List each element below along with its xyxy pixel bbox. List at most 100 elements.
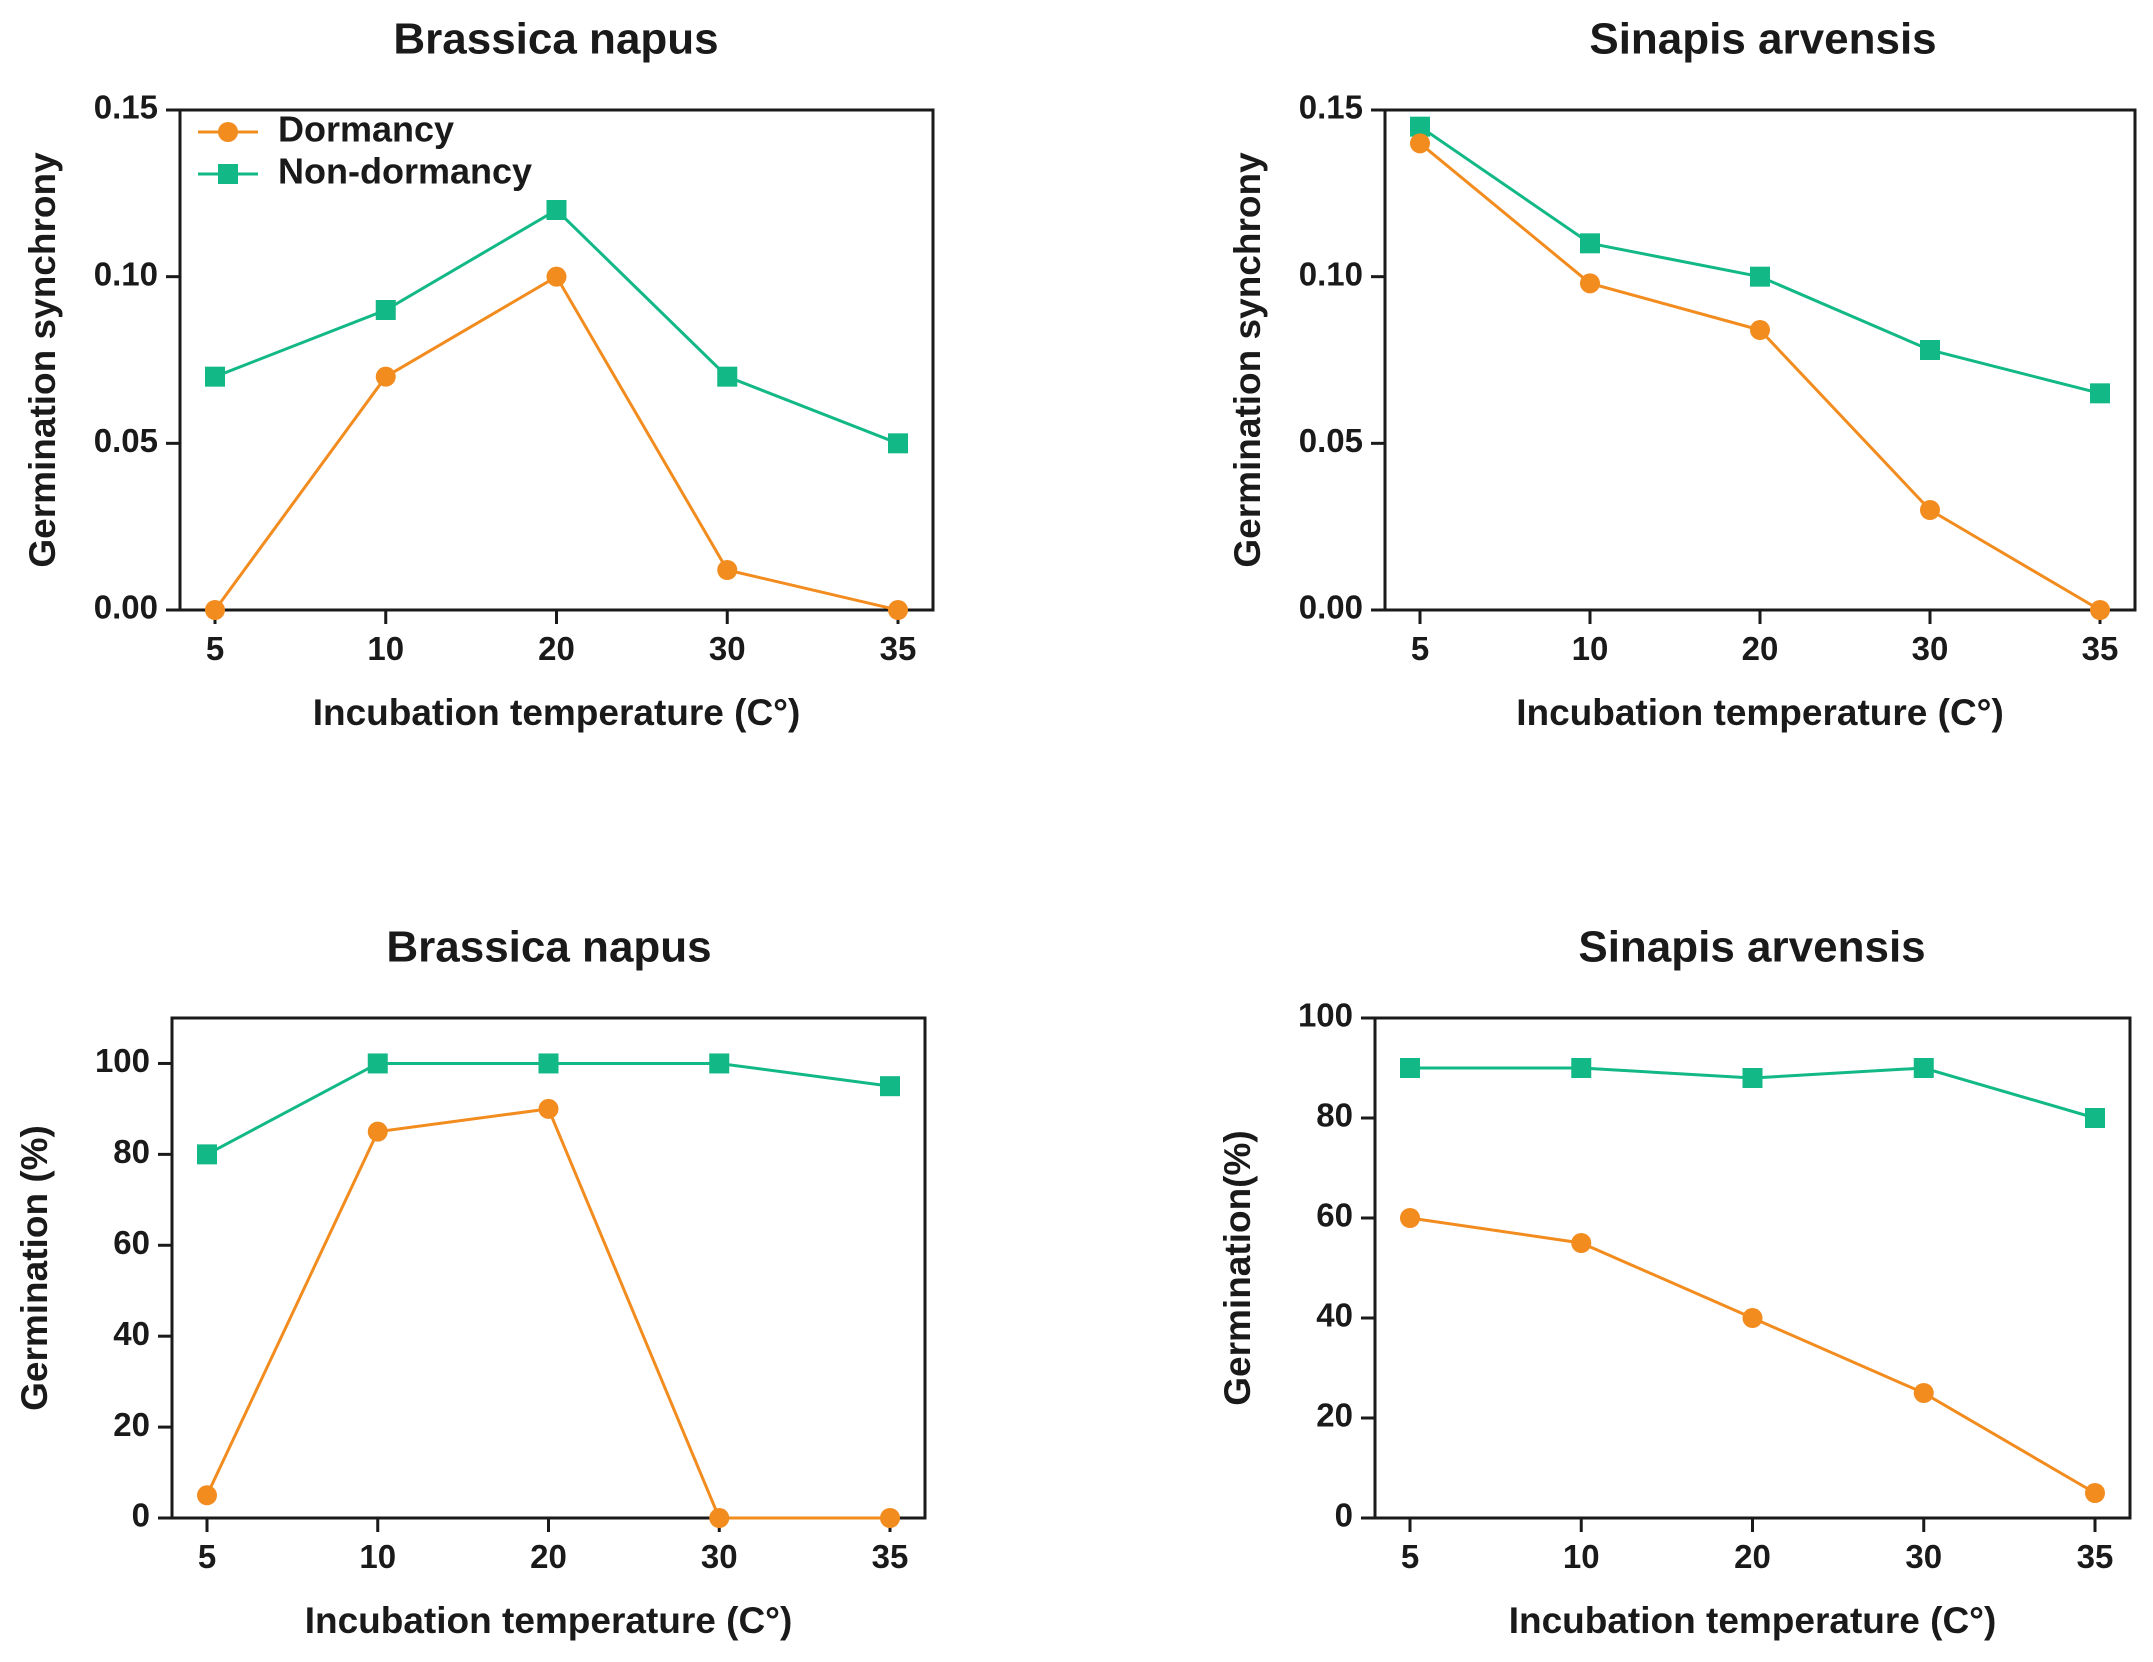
dormancy-point: [717, 560, 738, 580]
y-tick-label: 100: [95, 1042, 150, 1079]
dormancy-series-line: [1419, 142, 2101, 612]
y-axis-label: Germination (%): [14, 1125, 55, 1411]
non-dormancy-series-line: [1419, 125, 2101, 395]
y-tick-label: 0.00: [94, 589, 158, 626]
x-tick-label: 20: [1734, 1538, 1771, 1575]
dormancy-series-line: [213, 274, 899, 612]
non-dormancy-point: [717, 366, 738, 387]
chart-title: Brassica napus: [386, 923, 711, 972]
dormancy-point: [538, 1098, 559, 1119]
non-dormancy-point: [1580, 233, 1600, 254]
panel-top-left-brassica-synchrony: Brassica napus 5 10 20 30 35 0.00 0.05 0.10 0.15 I…: [22, 15, 935, 733]
non-dormancy-point: [1913, 1058, 1934, 1078]
dormancy-point: [546, 266, 567, 287]
non-dormancy-point: [1571, 1058, 1592, 1078]
x-tick-label: 5: [1401, 1538, 1419, 1575]
non-dormancy-point: [1750, 266, 1770, 287]
y-tick-label: 40: [113, 1315, 150, 1352]
x-tick-label: 20: [1742, 630, 1779, 667]
x-axis-label: Incubation temperature (C°): [1509, 1600, 1997, 1641]
dormancy-point: [1920, 500, 1940, 520]
x-tick-label: 5: [1411, 630, 1429, 667]
chart-title: Sinapis arvensis: [1578, 923, 1925, 972]
plot-frame: [1383, 108, 2137, 612]
y-tick-label: 0.05: [94, 422, 158, 459]
legend-marker-square: [218, 164, 238, 184]
x-tick-label: 5: [198, 1538, 216, 1575]
x-tick-label: 30: [1912, 630, 1949, 667]
y-tick-label: 0.15: [1299, 89, 1363, 126]
panel-bottom-right-sinapis-germination: Sinapis arvensis 5 10 20 30 35 0 20 40 60 80 100 Inc…: [1217, 923, 2132, 1641]
x-tick-label: 35: [880, 630, 917, 667]
non-dormancy-point: [375, 300, 396, 320]
dormancy-series-line: [205, 1107, 890, 1520]
non-dormancy-point: [888, 433, 908, 454]
y-tick-label: 80: [1316, 1097, 1353, 1134]
y-tick-label: 20: [113, 1406, 150, 1443]
plot-frame: [170, 1016, 927, 1520]
x-tick-label: 30: [701, 1538, 738, 1575]
x-axis-label: Incubation temperature (C°): [313, 692, 801, 733]
non-dormancy-series-line: [214, 208, 899, 445]
panel-bottom-left-brassica-germination: Brassica napus 5 10 20 30 35 0 20 40 60 80 100 Incub…: [14, 923, 927, 1641]
x-tick-label: 35: [2082, 630, 2119, 667]
y-tick-label: 0.05: [1299, 422, 1363, 459]
y-axis-label: Germination synchrony: [1227, 152, 1268, 568]
non-dormancy-point: [709, 1053, 730, 1074]
dormancy-point: [1750, 320, 1770, 340]
x-tick-label: 35: [2077, 1538, 2114, 1575]
legend-label-non-dormancy: Non-dormancy: [278, 151, 532, 192]
dormancy-point: [880, 1508, 900, 1528]
non-dormancy-point: [367, 1053, 388, 1074]
non-dormancy-point: [205, 366, 225, 387]
x-tick-label: 10: [367, 630, 404, 667]
non-dormancy-point: [1400, 1058, 1420, 1078]
y-tick-label: 0.10: [1299, 255, 1363, 292]
x-axis-label: Incubation temperature (C°): [305, 1600, 793, 1641]
dormancy-point: [888, 600, 908, 620]
x-axis-label: Incubation temperature (C°): [1516, 692, 2004, 733]
x-tick-label: 30: [709, 630, 746, 667]
dormancy-point: [1913, 1383, 1934, 1403]
dormancy-point: [2085, 1483, 2105, 1503]
y-tick-label: 60: [113, 1224, 150, 1261]
x-tick-label: 20: [530, 1538, 567, 1575]
non-dormancy-point: [1410, 116, 1430, 137]
legend-label-dormancy: Dormancy: [278, 109, 454, 150]
y-tick-label: 0: [132, 1497, 150, 1534]
y-tick-label: 0.10: [94, 255, 158, 292]
x-tick-label: 35: [872, 1538, 909, 1575]
x-tick-label: 5: [206, 630, 224, 667]
x-tick-label: 30: [1905, 1538, 1942, 1575]
dormancy-point: [709, 1508, 730, 1528]
dormancy-point: [1410, 133, 1430, 154]
y-tick-label: 40: [1316, 1297, 1353, 1334]
y-tick-label: 20: [1316, 1397, 1353, 1434]
y-axis-label: Germination(%): [1217, 1130, 1258, 1405]
y-tick-label: 100: [1298, 997, 1353, 1034]
chart-title: Sinapis arvensis: [1589, 15, 1936, 64]
panel-top-right-sinapis-synchrony: Sinapis arvensis 5 10 20 30 35 0.00 0.05 0.10 0.1…: [1227, 15, 2137, 733]
non-dormancy-point: [2085, 1108, 2105, 1128]
non-dormancy-point: [546, 200, 567, 220]
chart-title: Brassica napus: [393, 15, 718, 64]
non-dormancy-point: [538, 1053, 559, 1074]
dormancy-point: [1571, 1233, 1592, 1253]
dormancy-point: [1400, 1208, 1420, 1228]
non-dormancy-point: [1920, 340, 1940, 360]
dormancy-point: [2090, 600, 2110, 620]
dormancy-point: [1742, 1308, 1763, 1328]
plot-frame: [1373, 1016, 2132, 1520]
x-tick-label: 10: [1563, 1538, 1600, 1575]
y-tick-label: 0: [1335, 1497, 1353, 1534]
y-tick-label: 60: [1316, 1197, 1353, 1234]
y-tick-label: 0.00: [1299, 589, 1363, 626]
x-tick-label: 10: [1572, 630, 1609, 667]
dormancy-point: [1580, 273, 1600, 294]
dormancy-series-line: [1409, 1216, 2096, 1495]
dormancy-point: [197, 1485, 217, 1506]
y-tick-label: 0.15: [94, 89, 158, 126]
x-tick-label: 20: [538, 630, 575, 667]
